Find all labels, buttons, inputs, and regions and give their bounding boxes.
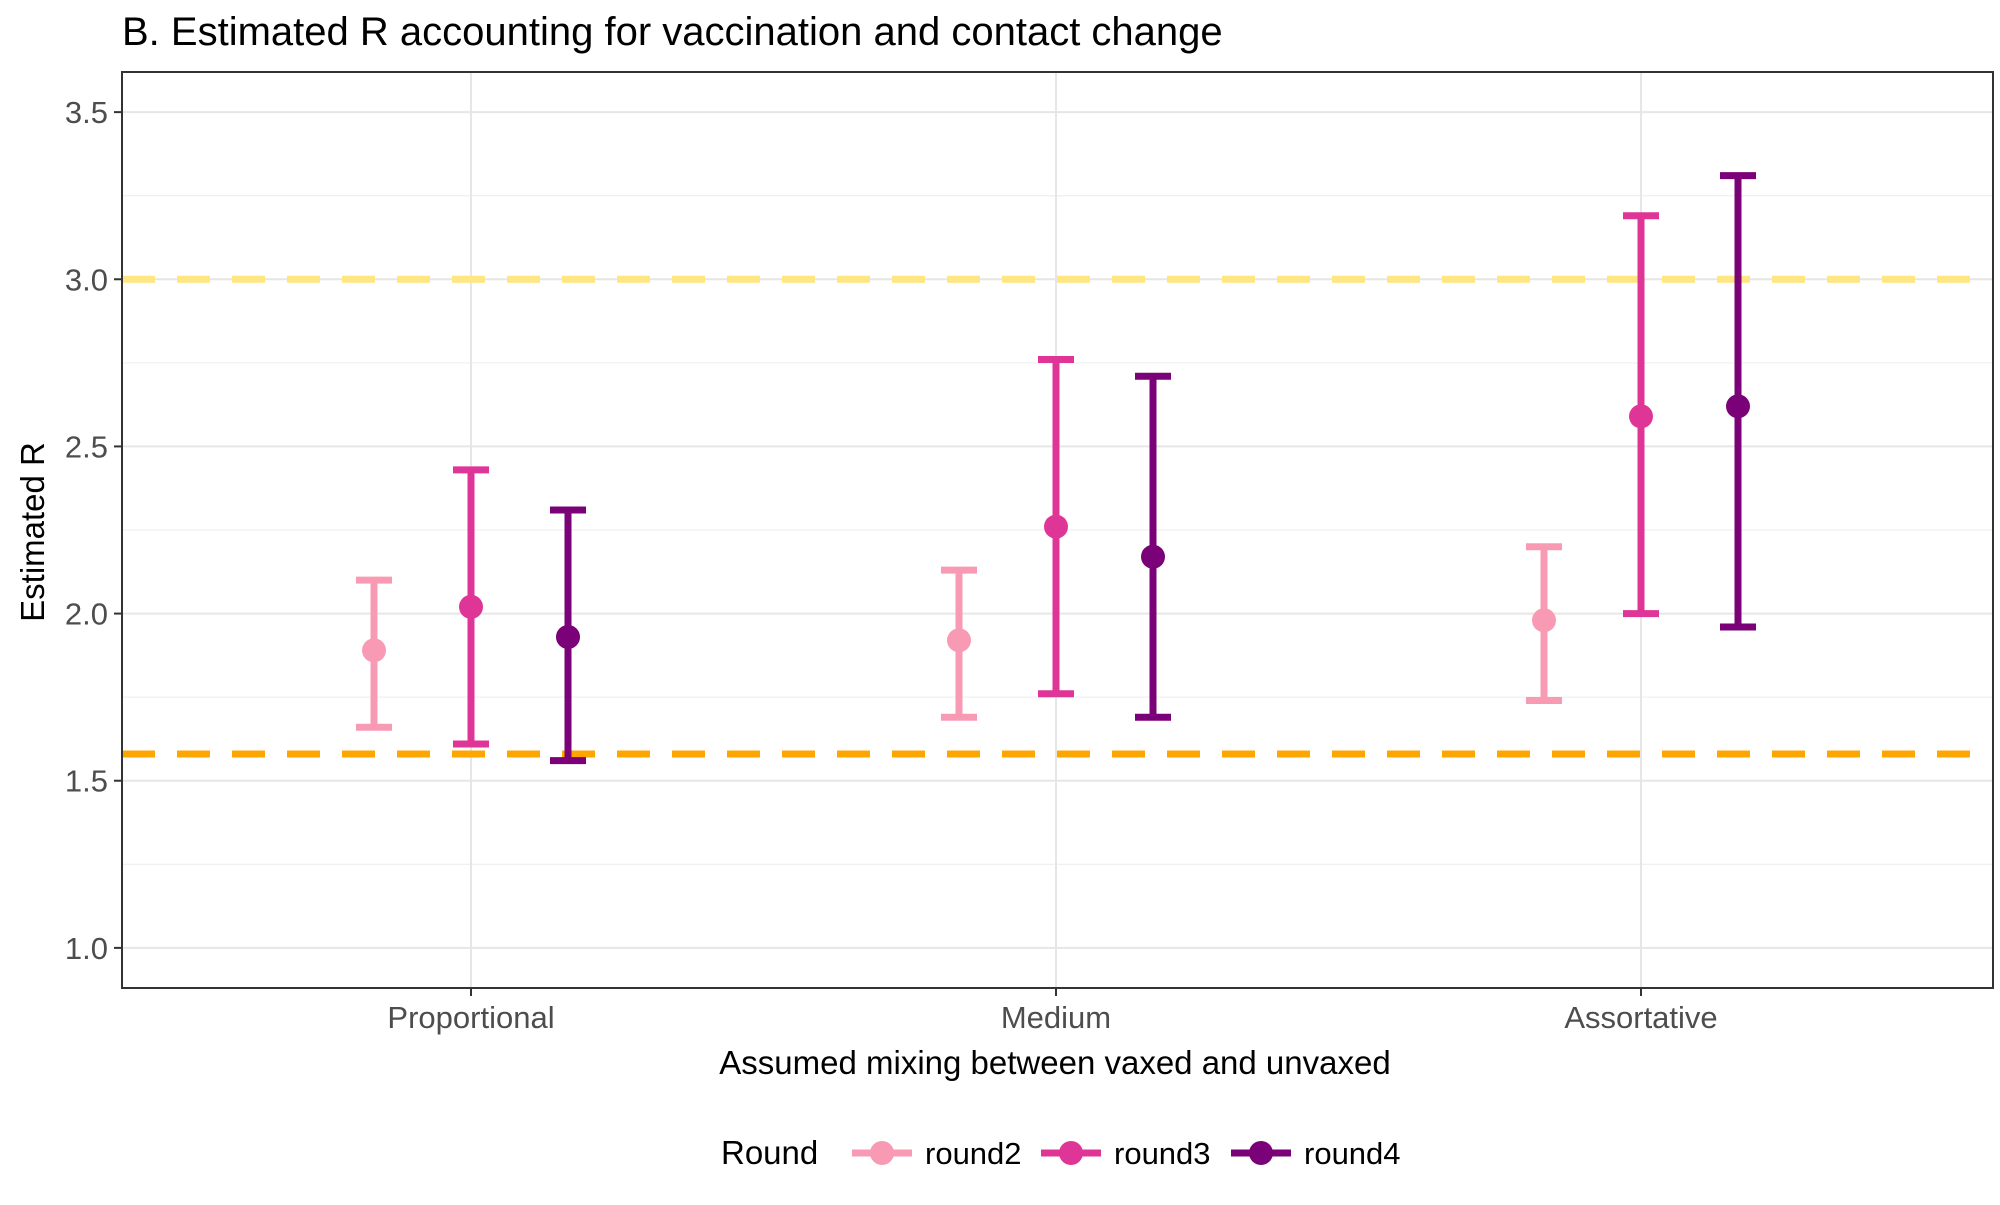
y-axis: 1.0 1.5 2.0 2.5 3.0 3.5 <box>65 95 122 966</box>
point-estimate <box>1726 394 1750 419</box>
x-tick-label: Assortative <box>1564 1000 1717 1035</box>
legend-label: round3 <box>1114 1136 1211 1171</box>
chart-title: B. Estimated R accounting for vaccinatio… <box>122 10 1223 54</box>
series-round3 <box>453 212 1659 748</box>
point-estimate <box>362 638 386 663</box>
point-estimate <box>556 624 580 649</box>
y-axis-label: Estimated R <box>14 442 51 622</box>
x-tick-label: Proportional <box>387 1000 554 1035</box>
legend-label: round2 <box>925 1136 1022 1171</box>
legend-title: Round <box>721 1134 818 1171</box>
x-axis: Proportional Medium Assortative <box>387 988 1718 1035</box>
series-round4 <box>550 172 1756 765</box>
point-estimate <box>1629 404 1653 429</box>
point-estimate <box>1141 544 1165 569</box>
y-tick-label: 2.5 <box>65 429 108 464</box>
y-tick-label: 1.5 <box>65 764 108 799</box>
legend-key-point <box>1059 1141 1083 1165</box>
series-round2 <box>356 543 1562 731</box>
point-estimate <box>1044 514 1068 539</box>
legend-item-round3: round3 <box>1041 1136 1211 1171</box>
plot-panel <box>121 71 1994 989</box>
point-estimate <box>459 594 483 619</box>
legend-label: round4 <box>1304 1136 1401 1171</box>
x-tick-label: Medium <box>1001 1000 1111 1035</box>
y-tick-label: 1.0 <box>65 931 108 966</box>
panel-border <box>121 71 1994 989</box>
legend: Round round2 round3 round4 <box>721 1134 1401 1171</box>
legend-key-point <box>1249 1141 1273 1165</box>
y-tick-label: 3.0 <box>65 262 108 297</box>
y-tick-label: 2.0 <box>65 597 108 632</box>
y-tick-label: 3.5 <box>65 95 108 130</box>
legend-key-point <box>870 1141 894 1165</box>
legend-item-round2: round2 <box>852 1136 1022 1171</box>
point-estimate <box>1532 608 1556 633</box>
x-axis-label: Assumed mixing between vaxed and unvaxed <box>719 1044 1390 1081</box>
legend-item-round4: round4 <box>1231 1136 1401 1171</box>
point-estimate <box>947 628 971 653</box>
